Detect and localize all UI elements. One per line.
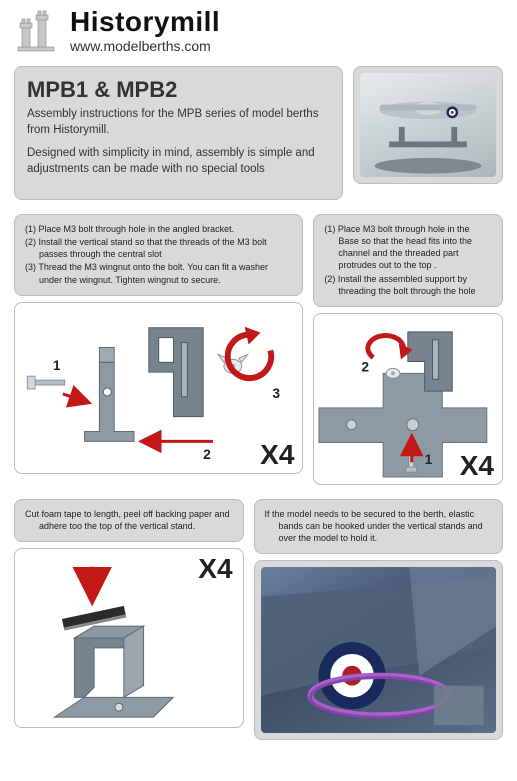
step1-num2: 2 — [203, 446, 211, 462]
step3-qty: X4 — [198, 553, 232, 585]
step2-num2: 2 — [362, 358, 370, 374]
step2-diagram: 2 1 X4 — [313, 313, 503, 485]
bracket-icon — [85, 347, 134, 441]
logo-icon — [16, 9, 60, 53]
intro-photo-panel — [353, 66, 503, 184]
brand-title: Historymill — [70, 8, 220, 36]
step2-line2: (2) Install the assembled support by thr… — [324, 273, 492, 297]
stand-icon — [149, 327, 203, 416]
step2-line1: (1) Place M3 bolt through hole in the Ba… — [324, 223, 492, 272]
wingnut-icon — [386, 368, 400, 378]
bolt-icon — [27, 376, 65, 389]
step4-photo-panel — [254, 560, 503, 740]
intro-row: MPB1 & MPB2 Assembly instructions for th… — [14, 66, 503, 200]
step4-text-panel: If the model needs to be secured to the … — [254, 499, 503, 554]
step2-num1: 1 — [425, 451, 433, 467]
step3-line1: Cut foam tape to length, peel off backin… — [25, 508, 233, 532]
intro-heading: MPB1 & MPB2 — [27, 77, 330, 103]
step1-column: (1) Place M3 bolt through hole in the an… — [14, 214, 303, 485]
step1-line1: (1) Place M3 bolt through hole in the an… — [25, 223, 292, 235]
step2-column: (1) Place M3 bolt through hole in the Ba… — [313, 214, 503, 485]
steps-row: (1) Place M3 bolt through hole in the an… — [14, 214, 503, 485]
step1-num1: 1 — [53, 357, 61, 373]
step4-line1: If the model needs to be secured to the … — [265, 508, 492, 544]
secured-model-photo — [261, 567, 496, 733]
step1-diagram: 1 — [14, 302, 303, 474]
header: Historymill www.modelberths.com — [0, 0, 517, 58]
brand-subtitle: www.modelberths.com — [70, 38, 220, 54]
brand-block: Historymill www.modelberths.com — [70, 8, 220, 54]
bottom-row: Cut foam tape to length, peel off backin… — [14, 499, 503, 740]
step2-qty: X4 — [460, 450, 494, 482]
step1-num3: 3 — [272, 385, 280, 401]
step1-line2: (2) Install the vertical stand so that t… — [25, 236, 292, 260]
step3-diagram: X4 — [14, 548, 244, 728]
intro-para-2: Designed with simplicity in mind, assemb… — [27, 146, 330, 177]
intro-para-1: Assembly instructions for the MPB series… — [27, 107, 330, 138]
rotate-arrow-icon — [368, 335, 404, 357]
step4-column: If the model needs to be secured to the … — [254, 499, 503, 740]
stand-iso-icon — [55, 626, 174, 717]
step3-column: Cut foam tape to length, peel off backin… — [14, 499, 244, 740]
step3-text-panel: Cut foam tape to length, peel off backin… — [14, 499, 244, 542]
step1-line3: (3) Thread the M3 wingnut onto the bolt.… — [25, 261, 292, 285]
arrow-icon — [63, 394, 87, 402]
step1-qty: X4 — [260, 439, 294, 471]
step2-text-panel: (1) Place M3 bolt through hole in the Ba… — [313, 214, 503, 307]
product-photo — [360, 73, 496, 177]
step1-text-panel: (1) Place M3 bolt through hole in the an… — [14, 214, 303, 296]
intro-text-panel: MPB1 & MPB2 Assembly instructions for th… — [14, 66, 343, 200]
